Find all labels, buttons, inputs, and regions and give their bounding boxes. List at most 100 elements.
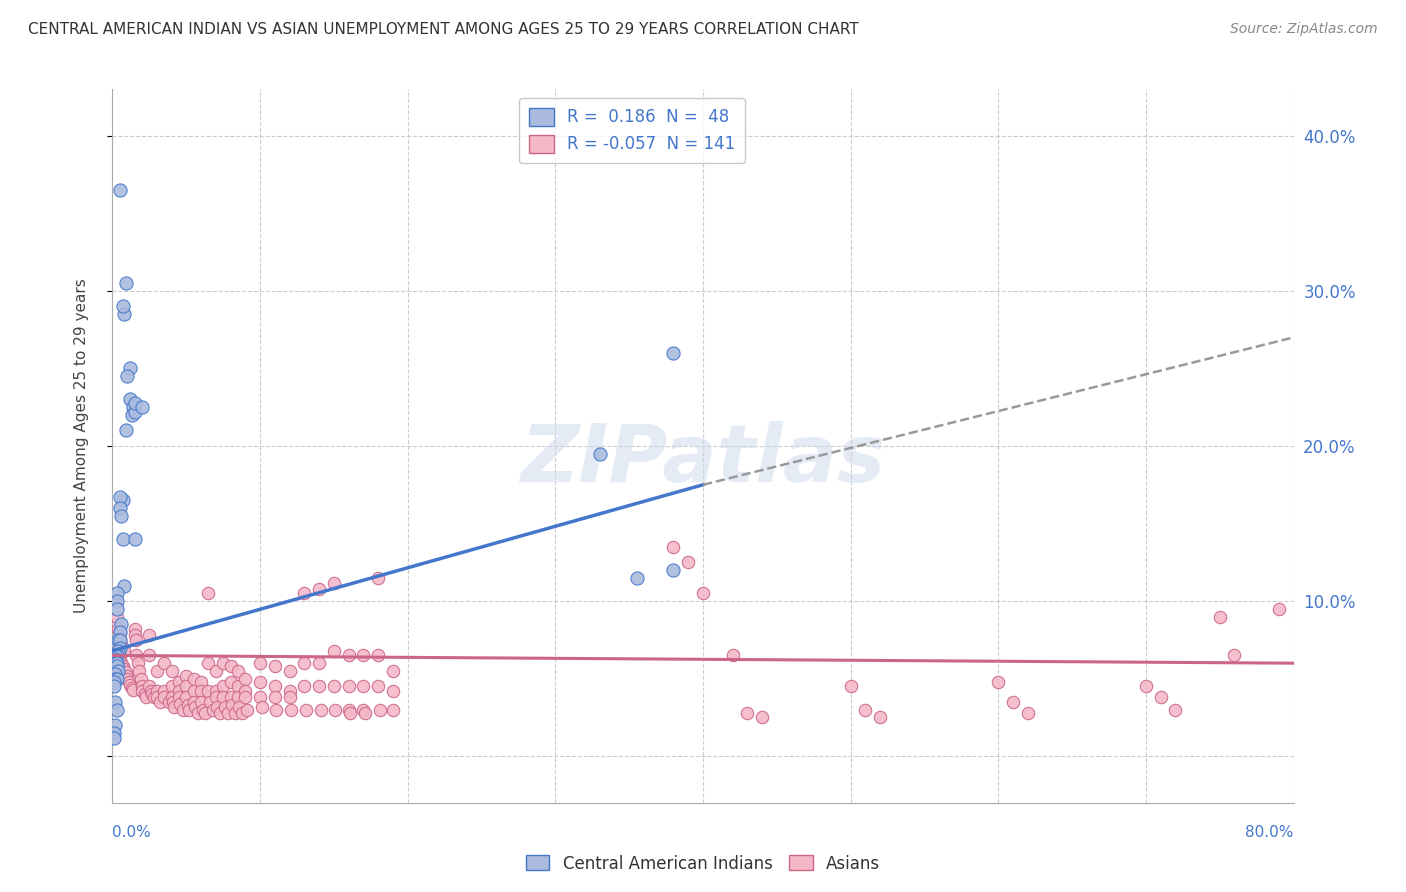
Point xyxy=(207,699,229,714)
Point xyxy=(278,684,301,698)
Point xyxy=(122,682,145,697)
Point xyxy=(160,690,183,705)
Legend: Central American Indians, Asians: Central American Indians, Asians xyxy=(519,848,887,880)
Point xyxy=(112,644,135,658)
Point xyxy=(105,594,128,608)
Point xyxy=(125,648,148,663)
Point xyxy=(588,447,610,461)
Point xyxy=(120,392,142,407)
Point xyxy=(112,662,135,676)
Point xyxy=(1017,706,1039,720)
Point xyxy=(114,424,136,438)
Point xyxy=(174,668,197,682)
Point xyxy=(105,672,128,686)
Point xyxy=(1135,680,1157,694)
Point xyxy=(231,706,253,720)
Point xyxy=(855,703,877,717)
Point xyxy=(108,490,131,504)
Point xyxy=(626,571,648,585)
Point xyxy=(172,703,194,717)
Point xyxy=(249,690,271,705)
Point xyxy=(339,706,361,720)
Point xyxy=(135,690,157,705)
Point xyxy=(107,644,129,658)
Point xyxy=(162,695,184,709)
Point xyxy=(1150,690,1173,705)
Point xyxy=(131,684,153,698)
Point xyxy=(104,656,127,670)
Point xyxy=(107,622,129,636)
Point xyxy=(250,699,273,714)
Point xyxy=(249,674,271,689)
Point xyxy=(337,703,360,717)
Point xyxy=(108,501,131,516)
Point xyxy=(212,690,235,705)
Point xyxy=(337,648,360,663)
Point xyxy=(183,695,205,709)
Point xyxy=(337,680,360,694)
Point xyxy=(197,656,219,670)
Point xyxy=(205,684,228,698)
Point xyxy=(382,664,405,678)
Point xyxy=(121,408,143,422)
Point xyxy=(678,555,700,569)
Point xyxy=(308,582,330,596)
Point xyxy=(141,687,163,701)
Legend: R =  0.186  N =  48, R = -0.057  N = 141: R = 0.186 N = 48, R = -0.057 N = 141 xyxy=(519,97,745,163)
Point xyxy=(153,684,176,698)
Point xyxy=(308,656,330,670)
Point xyxy=(1208,609,1232,624)
Point xyxy=(111,659,134,673)
Point xyxy=(224,706,246,720)
Point xyxy=(278,690,301,705)
Point xyxy=(325,703,347,717)
Point xyxy=(1223,648,1246,663)
Point xyxy=(104,695,127,709)
Point xyxy=(120,361,142,376)
Point xyxy=(167,674,190,689)
Point xyxy=(323,680,346,694)
Point xyxy=(169,697,191,711)
Point xyxy=(382,684,405,698)
Y-axis label: Unemployment Among Ages 25 to 29 years: Unemployment Among Ages 25 to 29 years xyxy=(75,278,89,614)
Point xyxy=(104,648,127,663)
Point xyxy=(146,664,169,678)
Point xyxy=(110,656,132,670)
Point xyxy=(751,710,773,724)
Point xyxy=(111,299,134,313)
Point xyxy=(190,684,212,698)
Point xyxy=(308,680,330,694)
Point xyxy=(108,640,131,655)
Point xyxy=(108,653,131,667)
Point xyxy=(187,706,209,720)
Point xyxy=(107,664,129,678)
Point xyxy=(149,695,172,709)
Point xyxy=(153,656,176,670)
Point xyxy=(382,703,405,717)
Point xyxy=(266,703,288,717)
Point xyxy=(117,369,138,384)
Point xyxy=(104,651,127,665)
Point xyxy=(167,690,190,705)
Point xyxy=(219,690,242,705)
Point xyxy=(117,668,138,682)
Point xyxy=(249,656,271,670)
Point xyxy=(121,681,143,695)
Point xyxy=(191,703,214,717)
Point xyxy=(103,680,125,694)
Point xyxy=(292,586,315,600)
Point xyxy=(124,405,146,419)
Point xyxy=(292,656,315,670)
Point xyxy=(122,401,145,415)
Point xyxy=(103,731,125,745)
Point xyxy=(124,395,146,409)
Point xyxy=(146,690,169,705)
Point xyxy=(131,680,153,694)
Point xyxy=(183,672,205,686)
Point xyxy=(112,307,135,321)
Point xyxy=(146,684,169,698)
Point xyxy=(163,699,186,714)
Point xyxy=(183,684,205,698)
Point xyxy=(174,680,197,694)
Point xyxy=(209,706,232,720)
